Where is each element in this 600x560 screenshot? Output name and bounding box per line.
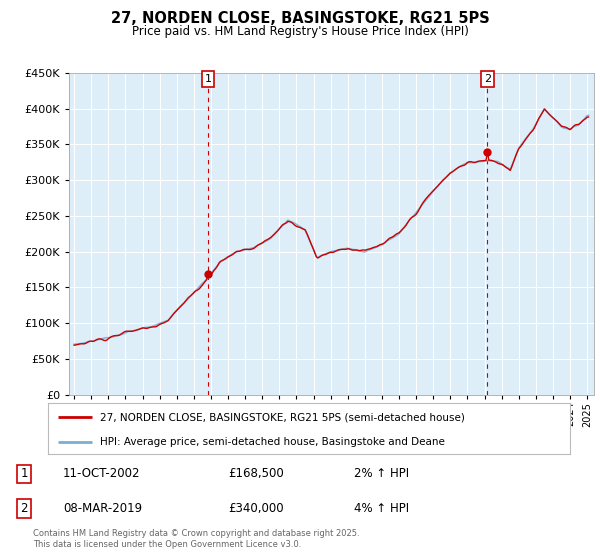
Text: HPI: Average price, semi-detached house, Basingstoke and Deane: HPI: Average price, semi-detached house,… [100,436,445,446]
Text: 08-MAR-2019: 08-MAR-2019 [63,502,142,515]
Text: £168,500: £168,500 [228,468,284,480]
Text: Price paid vs. HM Land Registry's House Price Index (HPI): Price paid vs. HM Land Registry's House … [131,25,469,38]
Text: 4% ↑ HPI: 4% ↑ HPI [354,502,409,515]
Text: 11-OCT-2002: 11-OCT-2002 [63,468,140,480]
Text: 1: 1 [205,74,212,84]
Text: 1: 1 [20,468,28,480]
Text: 27, NORDEN CLOSE, BASINGSTOKE, RG21 5PS: 27, NORDEN CLOSE, BASINGSTOKE, RG21 5PS [110,11,490,26]
Text: Contains HM Land Registry data © Crown copyright and database right 2025.
This d: Contains HM Land Registry data © Crown c… [33,529,359,549]
Text: £340,000: £340,000 [228,502,284,515]
Text: 2: 2 [20,502,28,515]
Text: 27, NORDEN CLOSE, BASINGSTOKE, RG21 5PS (semi-detached house): 27, NORDEN CLOSE, BASINGSTOKE, RG21 5PS … [100,412,465,422]
Text: 2% ↑ HPI: 2% ↑ HPI [354,468,409,480]
Text: 2: 2 [484,74,491,84]
